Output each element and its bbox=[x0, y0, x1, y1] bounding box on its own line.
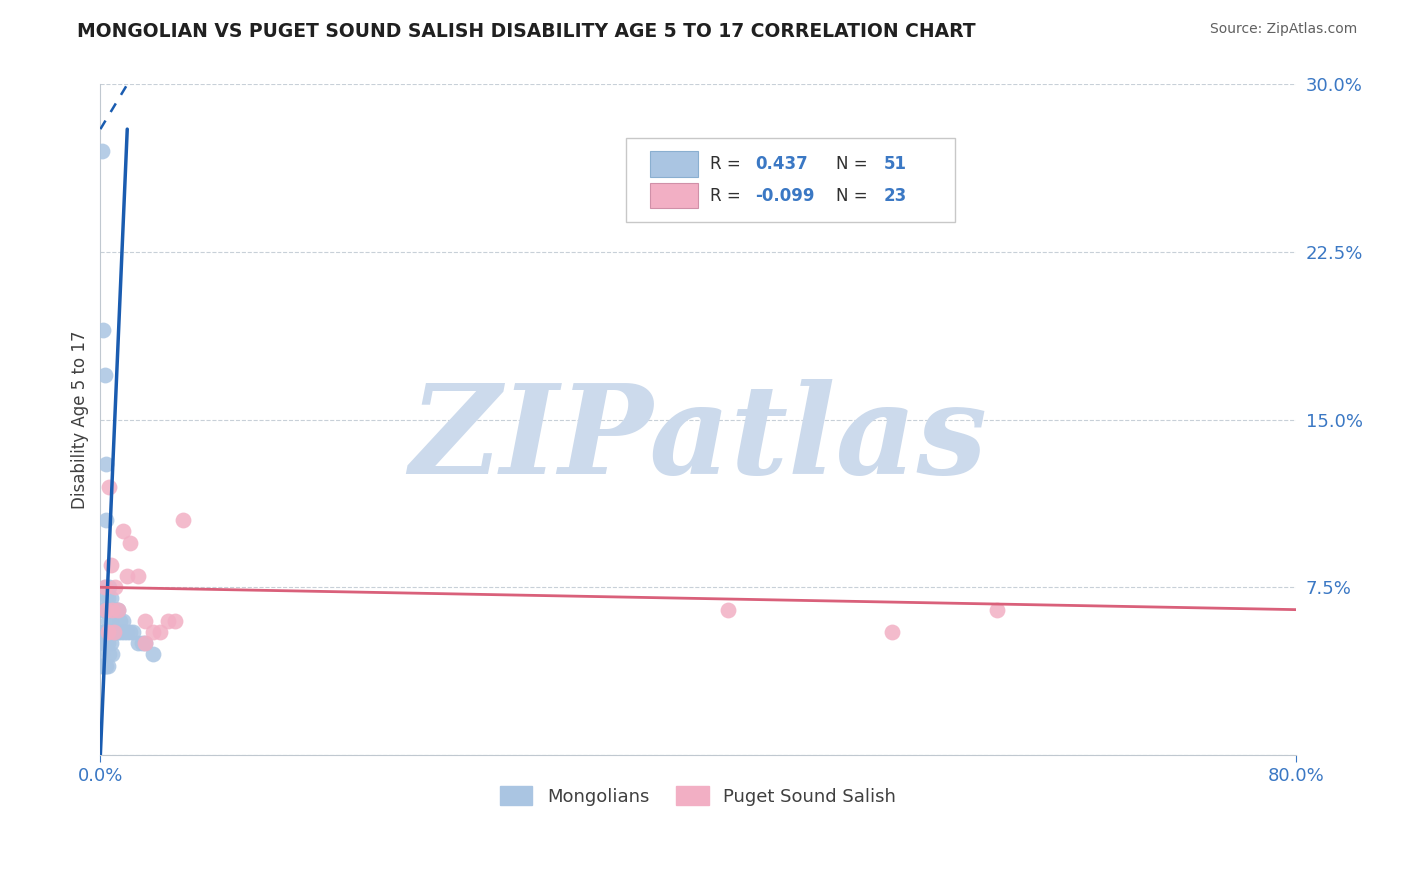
Point bbox=[98, 602, 121, 616]
Text: N =: N = bbox=[835, 186, 872, 205]
Point bbox=[98, 625, 121, 640]
Point bbox=[101, 602, 124, 616]
Point bbox=[142, 648, 165, 662]
Point bbox=[103, 602, 125, 616]
Point bbox=[94, 636, 117, 650]
Point bbox=[142, 625, 165, 640]
Bar bbox=[650, 183, 697, 209]
Point bbox=[96, 602, 118, 616]
Point bbox=[120, 625, 142, 640]
Point bbox=[98, 580, 121, 594]
Point bbox=[94, 580, 117, 594]
Point bbox=[94, 580, 117, 594]
Point bbox=[91, 323, 114, 337]
FancyBboxPatch shape bbox=[626, 138, 955, 222]
Point bbox=[100, 614, 122, 628]
Point bbox=[117, 625, 139, 640]
Point bbox=[101, 625, 124, 640]
Point bbox=[122, 625, 145, 640]
Point bbox=[108, 614, 131, 628]
Point bbox=[100, 636, 122, 650]
Point bbox=[105, 602, 128, 616]
Bar bbox=[650, 152, 697, 177]
Point bbox=[96, 602, 118, 616]
Point bbox=[91, 658, 114, 673]
Y-axis label: Disability Age 5 to 17: Disability Age 5 to 17 bbox=[72, 330, 89, 509]
Point bbox=[104, 602, 127, 616]
Point bbox=[717, 602, 740, 616]
Point bbox=[90, 625, 112, 640]
Point bbox=[91, 625, 114, 640]
Point bbox=[107, 625, 129, 640]
Point bbox=[101, 602, 124, 616]
Text: R =: R = bbox=[710, 155, 747, 173]
Point bbox=[103, 625, 125, 640]
Point bbox=[111, 614, 134, 628]
Point bbox=[112, 625, 135, 640]
Point bbox=[98, 648, 121, 662]
Point bbox=[117, 569, 139, 583]
Point bbox=[91, 636, 114, 650]
Point bbox=[986, 602, 1008, 616]
Point bbox=[134, 636, 156, 650]
Text: -0.099: -0.099 bbox=[755, 186, 815, 205]
Point bbox=[149, 625, 172, 640]
Text: 0.437: 0.437 bbox=[755, 155, 808, 173]
Point bbox=[134, 636, 156, 650]
Point bbox=[94, 368, 117, 382]
Point bbox=[111, 524, 134, 539]
Point bbox=[101, 648, 124, 662]
Point bbox=[156, 614, 179, 628]
Point bbox=[96, 658, 118, 673]
Text: ZIPatlas: ZIPatlas bbox=[409, 379, 987, 500]
Text: N =: N = bbox=[835, 155, 872, 173]
Point bbox=[103, 625, 125, 640]
Text: R =: R = bbox=[710, 186, 747, 205]
Text: 51: 51 bbox=[883, 155, 907, 173]
Point bbox=[96, 513, 118, 527]
Point bbox=[107, 602, 129, 616]
Point bbox=[97, 625, 120, 640]
Point bbox=[91, 602, 114, 616]
Point bbox=[90, 648, 112, 662]
Point bbox=[97, 658, 120, 673]
Point bbox=[94, 658, 117, 673]
Point bbox=[104, 625, 127, 640]
Text: MONGOLIAN VS PUGET SOUND SALISH DISABILITY AGE 5 TO 17 CORRELATION CHART: MONGOLIAN VS PUGET SOUND SALISH DISABILI… bbox=[77, 22, 976, 41]
Text: Source: ZipAtlas.com: Source: ZipAtlas.com bbox=[1209, 22, 1357, 37]
Point bbox=[100, 591, 122, 606]
Point bbox=[120, 535, 142, 549]
Point bbox=[100, 558, 122, 572]
Point bbox=[96, 636, 118, 650]
Point bbox=[104, 580, 127, 594]
Point bbox=[96, 458, 118, 472]
Point bbox=[94, 602, 117, 616]
Point bbox=[94, 625, 117, 640]
Point bbox=[97, 591, 120, 606]
Point bbox=[90, 145, 112, 159]
Point bbox=[110, 625, 132, 640]
Point bbox=[127, 569, 149, 583]
Point bbox=[97, 636, 120, 650]
Point bbox=[127, 636, 149, 650]
Point bbox=[96, 625, 118, 640]
Point bbox=[107, 602, 129, 616]
Point bbox=[97, 614, 120, 628]
Point bbox=[165, 614, 187, 628]
Legend: Mongolians, Puget Sound Salish: Mongolians, Puget Sound Salish bbox=[492, 779, 904, 813]
Point bbox=[98, 480, 121, 494]
Point bbox=[105, 625, 128, 640]
Point bbox=[90, 658, 112, 673]
Point bbox=[134, 614, 156, 628]
Point bbox=[96, 591, 118, 606]
Point bbox=[97, 625, 120, 640]
Point bbox=[172, 513, 194, 527]
Text: 23: 23 bbox=[883, 186, 907, 205]
Point bbox=[882, 625, 904, 640]
Point bbox=[131, 636, 153, 650]
